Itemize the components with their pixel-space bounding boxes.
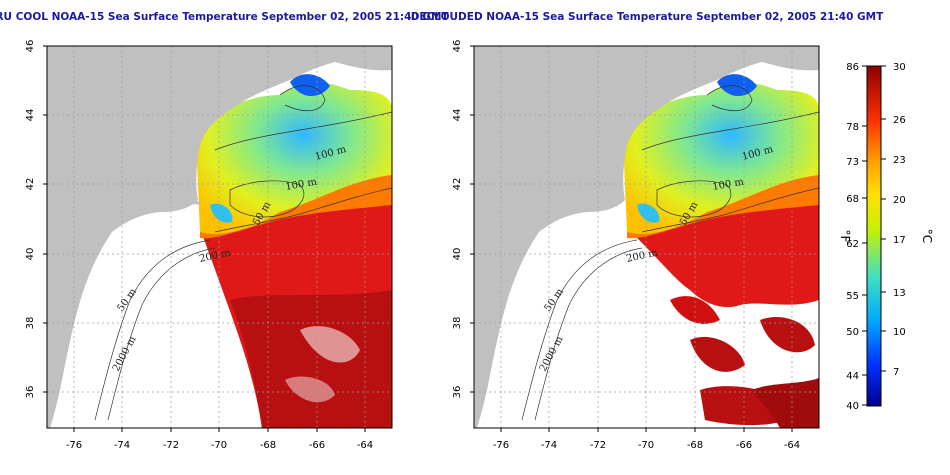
fahrenheit-unit-label: °F bbox=[838, 230, 852, 243]
panel-title: RU COOL NOAA-15 Sea Surface Temperature … bbox=[0, 11, 449, 23]
lat-tick: 38 bbox=[25, 317, 36, 330]
lat-tick: 46 bbox=[452, 40, 463, 53]
lon-tick: -72 bbox=[590, 440, 606, 451]
fahrenheit-tick: 55 bbox=[846, 291, 859, 302]
lon-tick: -64 bbox=[784, 440, 800, 451]
fahrenheit-tick: 50 bbox=[846, 327, 859, 338]
lon-tick: -76 bbox=[493, 440, 509, 451]
lat-tick: 44 bbox=[25, 109, 36, 122]
celsius-tick: 13 bbox=[893, 288, 906, 299]
sst-panel-left: RU COOL NOAA-15 Sea Surface Temperature … bbox=[0, 11, 449, 451]
lon-tick: -68 bbox=[260, 440, 276, 451]
celsius-unit-label: °C bbox=[920, 229, 934, 243]
lat-tick: 40 bbox=[25, 248, 36, 261]
sst-map: 100 m 100 m 50 m 200 m 50 m 2000 m bbox=[474, 46, 819, 428]
fahrenheit-tick: 78 bbox=[846, 122, 859, 133]
lon-tick: -68 bbox=[687, 440, 703, 451]
celsius-tick: 30 bbox=[893, 62, 906, 73]
lon-tick: -76 bbox=[66, 440, 82, 451]
lat-tick: 42 bbox=[452, 178, 463, 191]
fahrenheit-tick: 40 bbox=[846, 401, 859, 412]
latitude-axis: 46 44 42 40 38 36 bbox=[452, 40, 474, 399]
celsius-ticks: 30 26 23 20 17 13 10 7 bbox=[881, 62, 906, 378]
lon-tick: -70 bbox=[638, 440, 654, 451]
latitude-axis: 46 44 42 40 38 36 bbox=[25, 40, 47, 399]
fahrenheit-tick: 86 bbox=[846, 62, 859, 73]
lat-tick: 42 bbox=[25, 178, 36, 191]
lat-tick: 44 bbox=[452, 109, 463, 122]
fahrenheit-tick: 62 bbox=[846, 239, 859, 250]
lat-tick: 46 bbox=[25, 40, 36, 53]
celsius-tick: 7 bbox=[893, 367, 899, 378]
fahrenheit-tick: 68 bbox=[846, 194, 859, 205]
panel-title: DECLOUDED NOAA-15 Sea Surface Temperatur… bbox=[411, 11, 884, 23]
lat-tick: 40 bbox=[452, 248, 463, 261]
celsius-tick: 23 bbox=[893, 155, 906, 166]
temperature-colorbar: 86 78 73 68 62 55 50 44 40 30 26 23 20 1… bbox=[838, 62, 934, 412]
sst-map: 100 m 100 m 50 m 200 m 50 m 2000 m bbox=[47, 46, 392, 428]
fahrenheit-tick: 73 bbox=[846, 157, 859, 168]
celsius-tick: 20 bbox=[893, 195, 906, 206]
lat-tick: 36 bbox=[452, 386, 463, 399]
lon-tick: -74 bbox=[114, 440, 130, 451]
fahrenheit-tick: 44 bbox=[846, 371, 859, 382]
lon-tick: -66 bbox=[736, 440, 752, 451]
longitude-axis: -76 -74 -72 -70 -68 -66 -64 bbox=[493, 428, 800, 451]
sst-panel-right: DECLOUDED NOAA-15 Sea Surface Temperatur… bbox=[411, 11, 884, 451]
celsius-tick: 17 bbox=[893, 235, 906, 246]
lon-tick: -64 bbox=[357, 440, 373, 451]
lat-tick: 36 bbox=[25, 386, 36, 399]
celsius-tick: 26 bbox=[893, 115, 906, 126]
lat-tick: 38 bbox=[452, 317, 463, 330]
lon-tick: -66 bbox=[309, 440, 325, 451]
lon-tick: -72 bbox=[163, 440, 179, 451]
celsius-tick: 10 bbox=[893, 327, 906, 338]
lon-tick: -70 bbox=[211, 440, 227, 451]
lon-tick: -74 bbox=[541, 440, 557, 451]
colorbar-scale bbox=[866, 65, 882, 407]
fahrenheit-ticks: 86 78 73 68 62 55 50 44 40 bbox=[846, 62, 867, 412]
longitude-axis: -76 -74 -72 -70 -68 -66 -64 bbox=[66, 428, 373, 451]
